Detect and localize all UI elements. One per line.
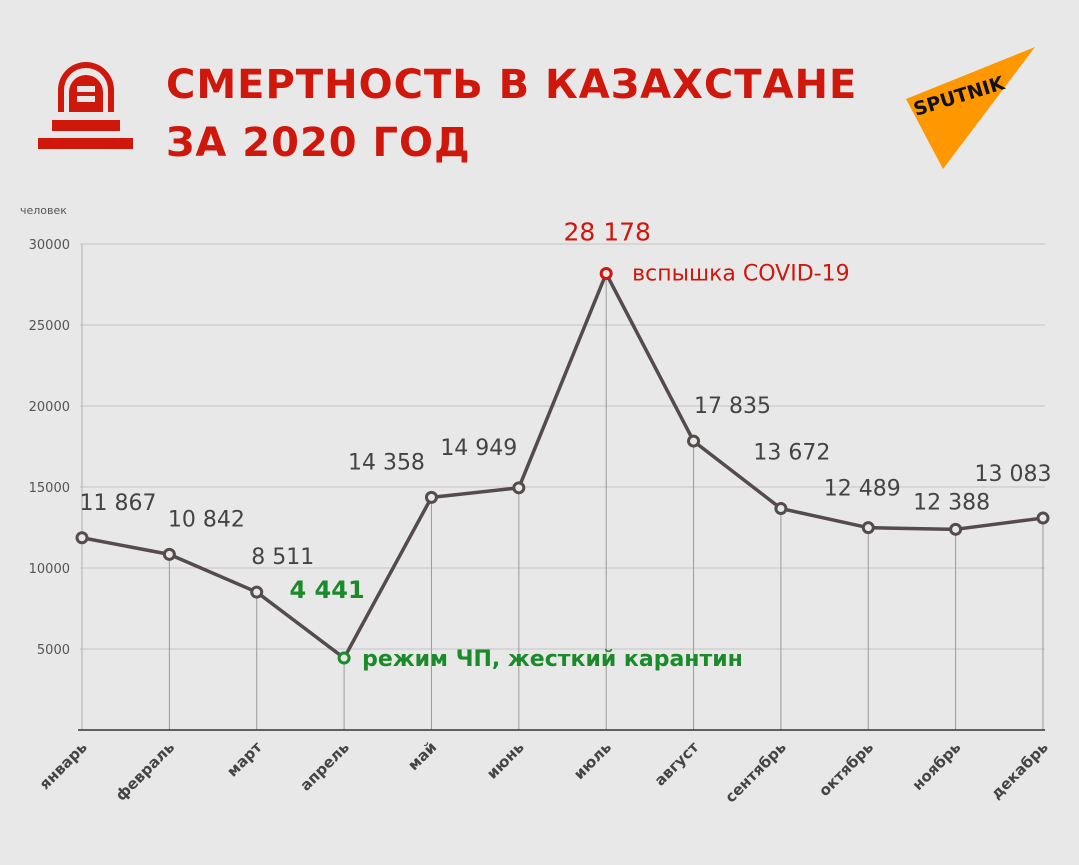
data-point [1036, 511, 1050, 525]
y-tick-label: 25000 [29, 319, 70, 334]
value-label: 28 178 [563, 218, 650, 247]
y-axis-label: человек [20, 204, 67, 217]
value-label: 10 842 [168, 507, 245, 532]
x-tick-label: октябрь [815, 738, 877, 800]
data-point [162, 547, 176, 561]
x-tick-label: декабрь [987, 738, 1052, 803]
value-label: 8 511 [251, 545, 314, 570]
x-tick-label: май [404, 738, 440, 774]
y-tick-label: 15000 [29, 481, 70, 496]
value-label: 12 388 [913, 490, 990, 515]
data-point [861, 521, 875, 535]
data-point [75, 531, 89, 545]
x-tick-label: февраль [112, 738, 178, 804]
sputnik-logo: SPUTNIK [906, 47, 1035, 169]
x-tick-label: март [223, 738, 266, 781]
data-point [774, 502, 788, 516]
data-point [949, 522, 963, 536]
title-line-2: ЗА 2020 ГОД [166, 120, 471, 166]
y-tick-label: 10000 [29, 562, 70, 577]
x-tick-label: август [651, 738, 703, 790]
x-tick-label: июнь [483, 738, 528, 783]
tombstone-icon [38, 62, 133, 149]
value-label: 14 949 [440, 436, 517, 461]
x-tick-label: сентябрь [722, 738, 790, 806]
value-label: 11 867 [80, 491, 157, 516]
value-label: 13 672 [753, 441, 830, 466]
data-point [337, 651, 351, 665]
x-tick-label: январь [36, 738, 91, 793]
series-line [81, 271, 1044, 660]
x-tick-label: апрель [296, 738, 352, 794]
y-tick-label: 30000 [29, 238, 70, 253]
title-line-1: СМЕРТНОСТЬ В КАЗАХСТАНЕ [166, 62, 858, 108]
annotation-quarantine: режим ЧП, жесткий карантин [362, 647, 743, 672]
data-point [424, 490, 438, 504]
y-tick-label: 20000 [29, 400, 70, 415]
data-point [599, 267, 613, 281]
data-point [512, 481, 526, 495]
data-point [250, 585, 264, 599]
data-point [687, 434, 701, 448]
x-tick-label: ноябрь [909, 738, 965, 794]
annotation-covid: вспышка COVID-19 [632, 262, 849, 287]
value-label: 4 441 [290, 576, 365, 604]
value-label: 13 083 [975, 462, 1052, 487]
x-tick-label: июль [570, 738, 615, 783]
value-label: 14 358 [348, 450, 425, 475]
value-label: 12 489 [824, 477, 901, 502]
y-tick-label: 5000 [37, 643, 70, 658]
value-label: 17 835 [694, 394, 771, 419]
